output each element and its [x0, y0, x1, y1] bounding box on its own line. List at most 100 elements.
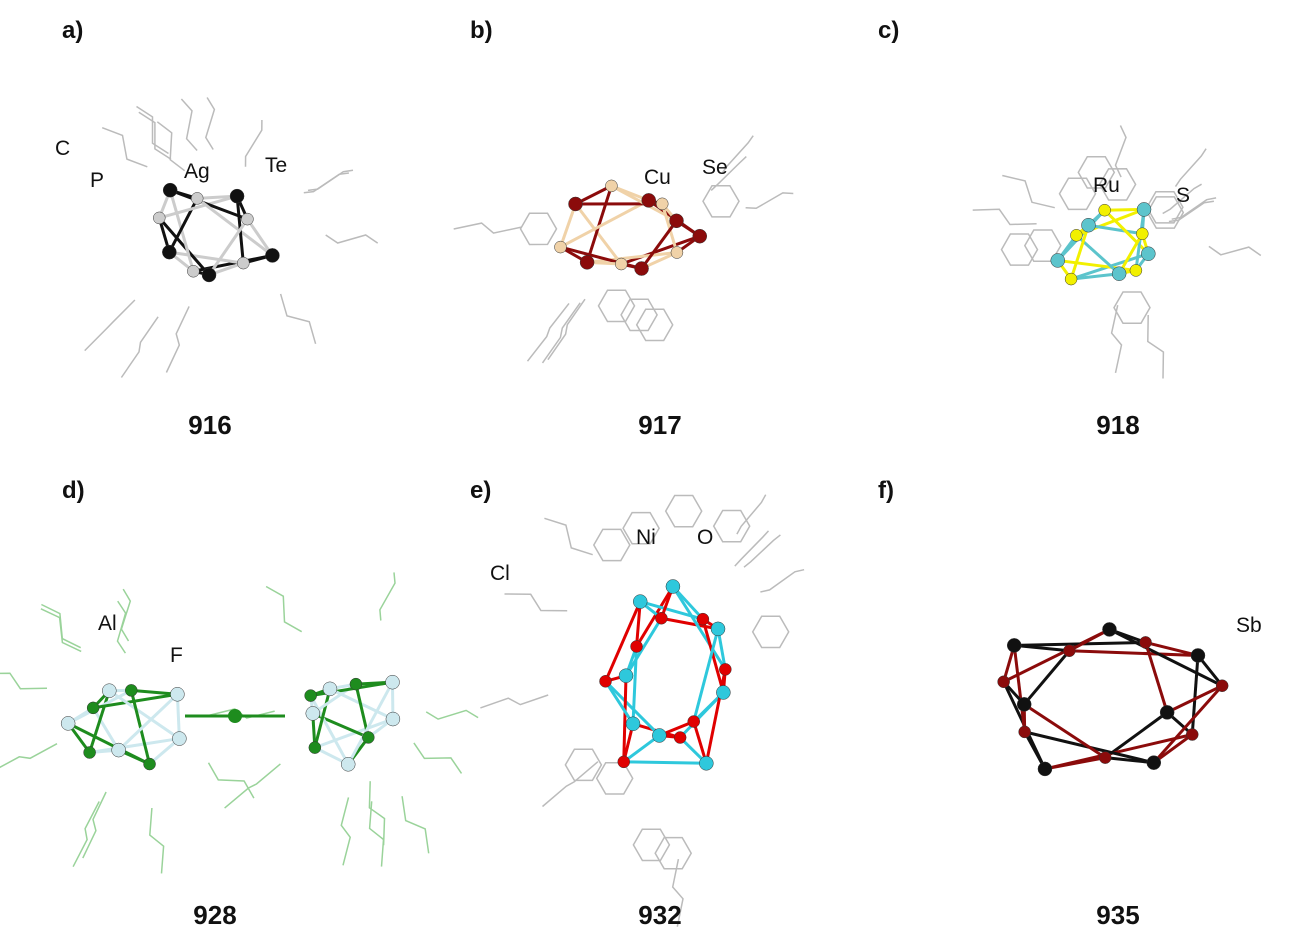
ligand-chain: [1168, 200, 1215, 223]
atom: [385, 674, 400, 690]
atom: [1102, 622, 1117, 637]
bond: [604, 600, 642, 682]
atom: [111, 742, 126, 758]
bond: [108, 689, 181, 740]
atom: [385, 711, 401, 727]
ligand-chain: [165, 306, 190, 373]
atom: [599, 675, 612, 688]
bond: [559, 203, 577, 248]
ligand-chain: [1114, 125, 1127, 178]
ligand-chain: [544, 517, 593, 556]
atom: [716, 685, 731, 700]
ligand-ring: [712, 509, 751, 543]
atom: [1098, 203, 1111, 217]
atom: [1064, 272, 1078, 286]
atom: [652, 728, 667, 743]
atom: [1215, 679, 1229, 692]
ligand-chain: [180, 98, 198, 151]
compound-number: 932: [638, 900, 681, 930]
bond: [635, 585, 675, 648]
atom: [153, 211, 166, 225]
atom-label: Ag: [184, 160, 210, 183]
atom-label: Cu: [644, 166, 671, 189]
ligand-chain: [541, 302, 581, 364]
ligand-ring: [597, 289, 636, 323]
ligand-ring: [595, 762, 634, 795]
atom: [1129, 264, 1143, 277]
ligand-chain: [547, 298, 586, 361]
bond: [88, 690, 111, 753]
atom: [554, 240, 567, 254]
atom: [669, 213, 684, 229]
atom: [308, 741, 322, 754]
ligand-chain: [0, 743, 58, 769]
ligand-chain: [303, 172, 349, 194]
ligand-chain: [120, 316, 159, 378]
molecules: [0, 97, 1262, 927]
atom: [1006, 638, 1022, 653]
bond: [623, 760, 707, 765]
atom: [172, 731, 187, 746]
atom: [162, 244, 177, 260]
atom: [1018, 725, 1031, 739]
atom: [241, 212, 254, 226]
atom: [625, 716, 641, 732]
ligand-ring: [635, 308, 674, 342]
atom: [1050, 253, 1065, 268]
ligand-chain: [84, 299, 136, 352]
ligand-chain: [136, 105, 169, 155]
panel-label: d): [62, 477, 85, 504]
ligand-chain: [340, 797, 352, 866]
atom: [579, 255, 595, 270]
ligand-chain: [265, 585, 303, 633]
atom: [322, 681, 338, 697]
ligand-chain: [244, 119, 263, 167]
atom-label: Ru: [1093, 174, 1120, 197]
ligand-chain: [40, 608, 82, 653]
bond: [604, 680, 635, 725]
ligand-chain: [379, 572, 396, 621]
compound-number: 935: [1096, 900, 1139, 930]
ligand-ring: [632, 828, 671, 862]
compound-number: 916: [188, 410, 231, 440]
atom: [568, 196, 583, 212]
ligand-chain: [721, 135, 754, 174]
panel-label: f): [878, 477, 894, 504]
bond: [346, 681, 394, 766]
atom: [1136, 227, 1149, 240]
bond: [246, 218, 274, 257]
atom-label: P: [90, 169, 104, 192]
atom: [304, 689, 317, 702]
ligand-ring: [592, 528, 631, 562]
bond: [622, 734, 661, 764]
ligand-chain: [760, 568, 805, 593]
atom: [605, 179, 618, 193]
ligand-chain: [116, 600, 127, 654]
atom-label: Al: [98, 612, 117, 635]
atom: [237, 256, 250, 270]
bond: [313, 688, 332, 748]
ligand-chain: [368, 781, 386, 846]
compound-number: 918: [1096, 410, 1139, 440]
ligand-chain: [72, 801, 100, 868]
bond: [1104, 711, 1169, 759]
bond: [1152, 733, 1194, 764]
bond: [671, 585, 727, 671]
atom: [1081, 217, 1096, 233]
ligand-chain: [204, 97, 216, 150]
ligand-ring: [1058, 177, 1097, 211]
atom-label: O: [697, 526, 713, 549]
ligand-ring: [622, 511, 660, 545]
ligand-chain: [149, 807, 165, 874]
bond: [309, 694, 350, 766]
atom: [699, 756, 714, 771]
atom: [687, 715, 700, 728]
atom: [60, 716, 76, 731]
ligand-chain: [207, 762, 255, 799]
bond: [560, 245, 642, 270]
atom: [617, 755, 631, 769]
bond: [158, 216, 211, 276]
ligand-chain: [1171, 197, 1217, 220]
atom: [634, 261, 649, 276]
atom: [1146, 755, 1162, 770]
